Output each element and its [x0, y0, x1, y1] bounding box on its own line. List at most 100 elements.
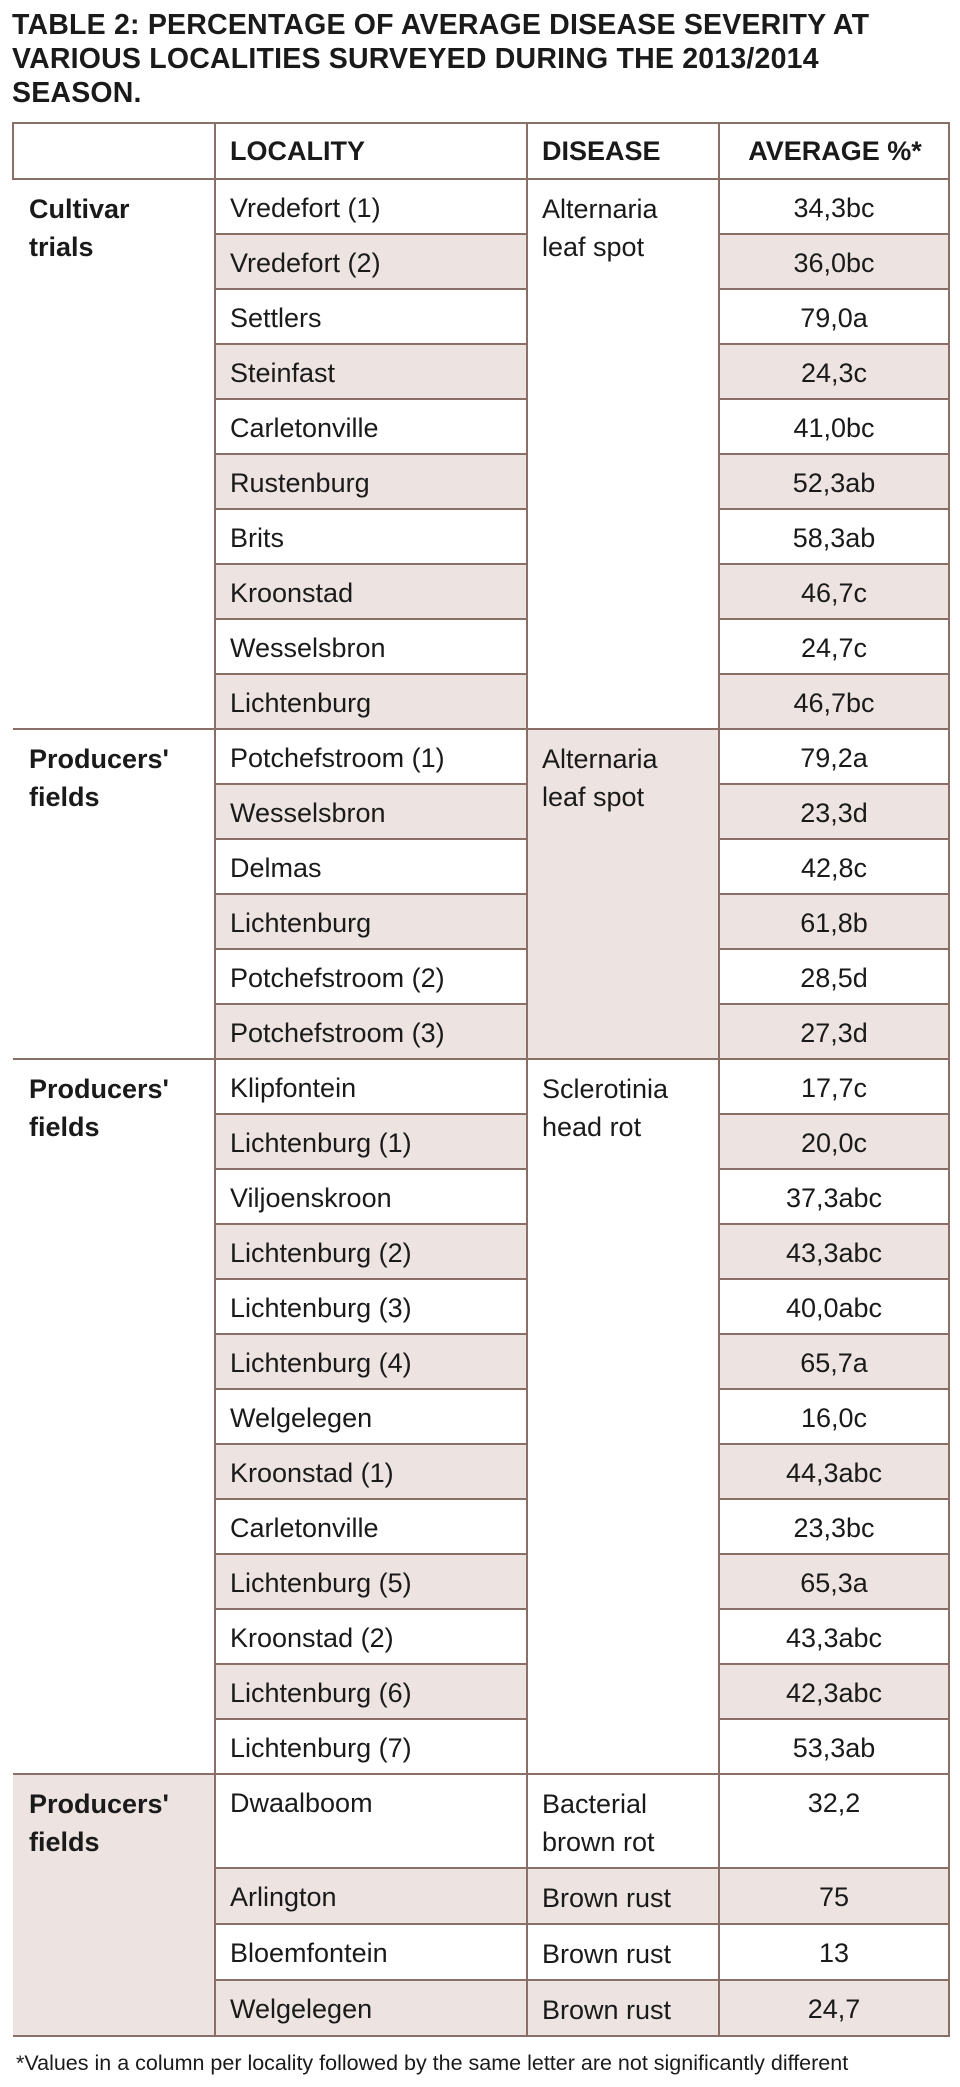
disease-line: Brown rust: [542, 1939, 672, 1969]
locality-cell: Lichtenburg (6): [214, 1663, 528, 1720]
locality-cell: Wesselsbron: [214, 783, 528, 840]
average-cell: 32,2: [718, 1773, 950, 1869]
average-cell: 28,5d: [718, 948, 950, 1005]
average-cell: 79,0a: [718, 288, 950, 345]
table-row: Wesselsbron 24,7c: [13, 618, 950, 675]
average-cell: 52,3ab: [718, 453, 950, 510]
locality-cell: Klipfontein: [214, 1058, 528, 1115]
average-cell: 36,0bc: [718, 233, 950, 290]
table-row: Kroonstad 46,7c: [13, 563, 950, 620]
average-cell: 41,0bc: [718, 398, 950, 455]
locality-cell: Potchefstroom (3): [214, 1003, 528, 1060]
locality-cell: Lichtenburg (7): [214, 1718, 528, 1775]
table-title: TABLE 2: PERCENTAGE OF AVERAGE DISEASE S…: [12, 8, 948, 110]
table-row: Lichtenburg (6) 42,3abc: [13, 1663, 950, 1720]
table-title-line-1: TABLE 2: PERCENTAGE OF AVERAGE DISEASE S…: [12, 9, 870, 41]
disease-line: Alternaria: [542, 744, 658, 774]
average-cell: 61,8b: [718, 893, 950, 950]
table-row: Lichtenburg (4) 65,7a: [13, 1333, 950, 1390]
table-row: Producers' fields Klipfontein Sclerotinia he…: [13, 1058, 950, 1775]
locality-cell: Welgelegen: [214, 1979, 528, 2037]
locality-cell: Kroonstad: [214, 563, 528, 620]
average-cell: 43,3abc: [718, 1608, 950, 1665]
header-locality: LOCALITY: [214, 122, 528, 180]
table-row: Producers' fields Dwaalboom Bacterial brown …: [13, 1773, 950, 2037]
locality-cell: Kroonstad (2): [214, 1608, 528, 1665]
disease-cell: Alternaria leaf spot: [526, 728, 720, 1060]
locality-cell: Lichtenburg (2): [214, 1223, 528, 1280]
locality-cell: Carletonville: [214, 398, 528, 455]
average-cell: 13: [718, 1923, 950, 1981]
table-row: Viljoenskroon 37,3abc: [13, 1168, 950, 1225]
locality-cell: Bloemfontein: [214, 1923, 528, 1981]
average-cell: 58,3ab: [718, 508, 950, 565]
disease-cell: Alternaria leaf spot: [526, 178, 720, 730]
table-row: Producers' fields Potchefstroom (1) Alterna…: [13, 728, 950, 1060]
average-cell: 65,3a: [718, 1553, 950, 1610]
table-row: Rustenburg 52,3ab: [13, 453, 950, 510]
disease-line: Bacterial: [542, 1789, 648, 1819]
table-row: Kroonstad (2) 43,3abc: [13, 1608, 950, 1665]
table-row: Lichtenburg 61,8b: [13, 893, 950, 950]
table-row: Lichtenburg (7) 53,3ab: [13, 1718, 950, 1775]
table-row: Welgelegen 16,0c: [13, 1388, 950, 1445]
table-body: Cultivar trials Vredefort (1) Alternaria lea…: [13, 178, 950, 2037]
group-label-line: Producers': [29, 1074, 169, 1104]
average-cell: 46,7c: [718, 563, 950, 620]
group-label: Producers' fields: [13, 728, 216, 1060]
locality-cell: Rustenburg: [214, 453, 528, 510]
table-row: Lichtenburg (2) 43,3abc: [13, 1223, 950, 1280]
average-cell: 42,8c: [718, 838, 950, 895]
average-cell: 75: [718, 1867, 950, 1925]
header-row: LOCALITY DISEASE AVERAGE %*: [12, 122, 950, 180]
average-cell: 27,3d: [718, 1003, 950, 1060]
average-cell: 20,0c: [718, 1113, 950, 1170]
locality-cell: Potchefstroom (2): [214, 948, 528, 1005]
locality-cell: Arlington: [214, 1867, 528, 1925]
group-label-line: fields: [29, 782, 100, 812]
locality-cell: Carletonville: [214, 1498, 528, 1555]
locality-cell: Delmas: [214, 838, 528, 895]
table-row: Potchefstroom (3) 27,3d: [13, 1003, 950, 1060]
disease-line: Brown rust: [542, 1995, 672, 2025]
header-disease: DISEASE: [526, 122, 720, 180]
table-row: Cultivar trials Vredefort (1) Alternaria lea…: [13, 178, 950, 730]
table-row: Lichtenburg (5) 65,3a: [13, 1553, 950, 1610]
group-label: Producers' fields: [13, 1058, 216, 1775]
disease-cell: Brown rust: [526, 1979, 720, 2037]
group-label: Cultivar trials: [13, 178, 216, 730]
table-row: Bloemfontein Brown rust 13: [13, 1923, 950, 1981]
locality-cell: Wesselsbron: [214, 618, 528, 675]
locality-cell: Settlers: [214, 288, 528, 345]
table-row: Carletonville 41,0bc: [13, 398, 950, 455]
locality-cell: Welgelegen: [214, 1388, 528, 1445]
locality-cell: Vredefort (1): [214, 178, 528, 235]
locality-cell: Vredefort (2): [214, 233, 528, 290]
header-group-cell: [12, 122, 216, 180]
table-title-line-2: VARIOUS LOCALITIES SURVEYED DURING THE 2…: [12, 43, 819, 109]
locality-cell: Lichtenburg (1): [214, 1113, 528, 1170]
average-cell: 23,3d: [718, 783, 950, 840]
locality-cell: Lichtenburg: [214, 893, 528, 950]
disease-line: leaf spot: [542, 782, 645, 812]
locality-cell: Lichtenburg: [214, 673, 528, 730]
average-cell: 46,7bc: [718, 673, 950, 730]
group-label-line: Producers': [29, 1789, 169, 1819]
average-cell: 79,2a: [718, 728, 950, 785]
average-cell: 34,3bc: [718, 178, 950, 235]
locality-cell: Brits: [214, 508, 528, 565]
table-row: Lichtenburg (1) 20,0c: [13, 1113, 950, 1170]
table-row: Lichtenburg (3) 40,0abc: [13, 1278, 950, 1335]
group-label-line: fields: [29, 1112, 100, 1142]
table-row: Wesselsbron 23,3d: [13, 783, 950, 840]
disease-line: leaf spot: [542, 232, 645, 262]
table-row: Lichtenburg 46,7bc: [13, 673, 950, 730]
group-label-line: Cultivar: [29, 194, 130, 224]
disease-line: brown rot: [542, 1827, 655, 1857]
locality-cell: Lichtenburg (3): [214, 1278, 528, 1335]
table-row: Arlington Brown rust 75: [13, 1867, 950, 1925]
average-cell: 53,3ab: [718, 1718, 950, 1775]
locality-cell: Lichtenburg (5): [214, 1553, 528, 1610]
group-label-line: Producers': [29, 744, 169, 774]
locality-cell: Kroonstad (1): [214, 1443, 528, 1500]
